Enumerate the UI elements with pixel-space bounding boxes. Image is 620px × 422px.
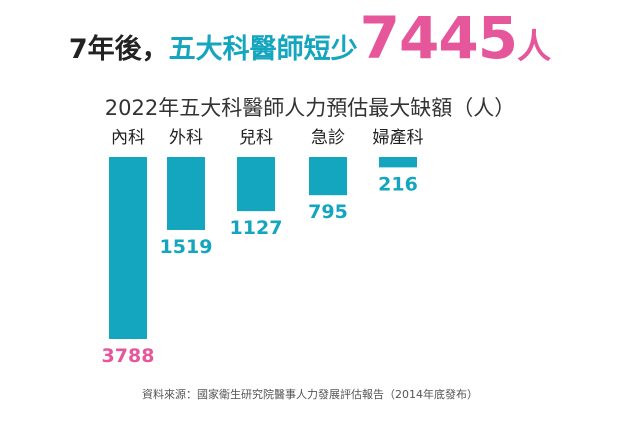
bar bbox=[167, 157, 205, 230]
category-label: 內科 bbox=[111, 128, 145, 148]
bar bbox=[109, 157, 147, 339]
bar bbox=[237, 157, 275, 212]
headline: 7年後， 五大科醫師短少 7445 人 bbox=[0, 4, 620, 72]
category-label: 外科 bbox=[169, 128, 203, 148]
bar bbox=[309, 157, 347, 196]
headline-text: 五大科醫師短少 bbox=[168, 34, 358, 65]
chart-subtitle: 2022年五大科醫師人力預估最大缺額（人） bbox=[104, 96, 516, 120]
headline-number: 7445 bbox=[359, 4, 518, 72]
bar bbox=[379, 157, 417, 168]
source-note: 資料來源：國家衛生研究院醫事人力發展評估報告（2014年底發布） bbox=[142, 388, 478, 401]
category-label: 兒科 bbox=[239, 128, 273, 148]
headline-unit: 人 bbox=[517, 27, 552, 67]
category-label: 婦產科 bbox=[373, 128, 424, 148]
value-label: 795 bbox=[308, 201, 348, 223]
category-label: 急診 bbox=[311, 128, 345, 148]
headline-prefix: 7年後， bbox=[68, 34, 169, 65]
value-label: 1519 bbox=[160, 236, 213, 258]
value-label: 216 bbox=[378, 173, 418, 195]
value-label: 3788 bbox=[102, 345, 155, 367]
value-label: 1127 bbox=[230, 217, 283, 239]
